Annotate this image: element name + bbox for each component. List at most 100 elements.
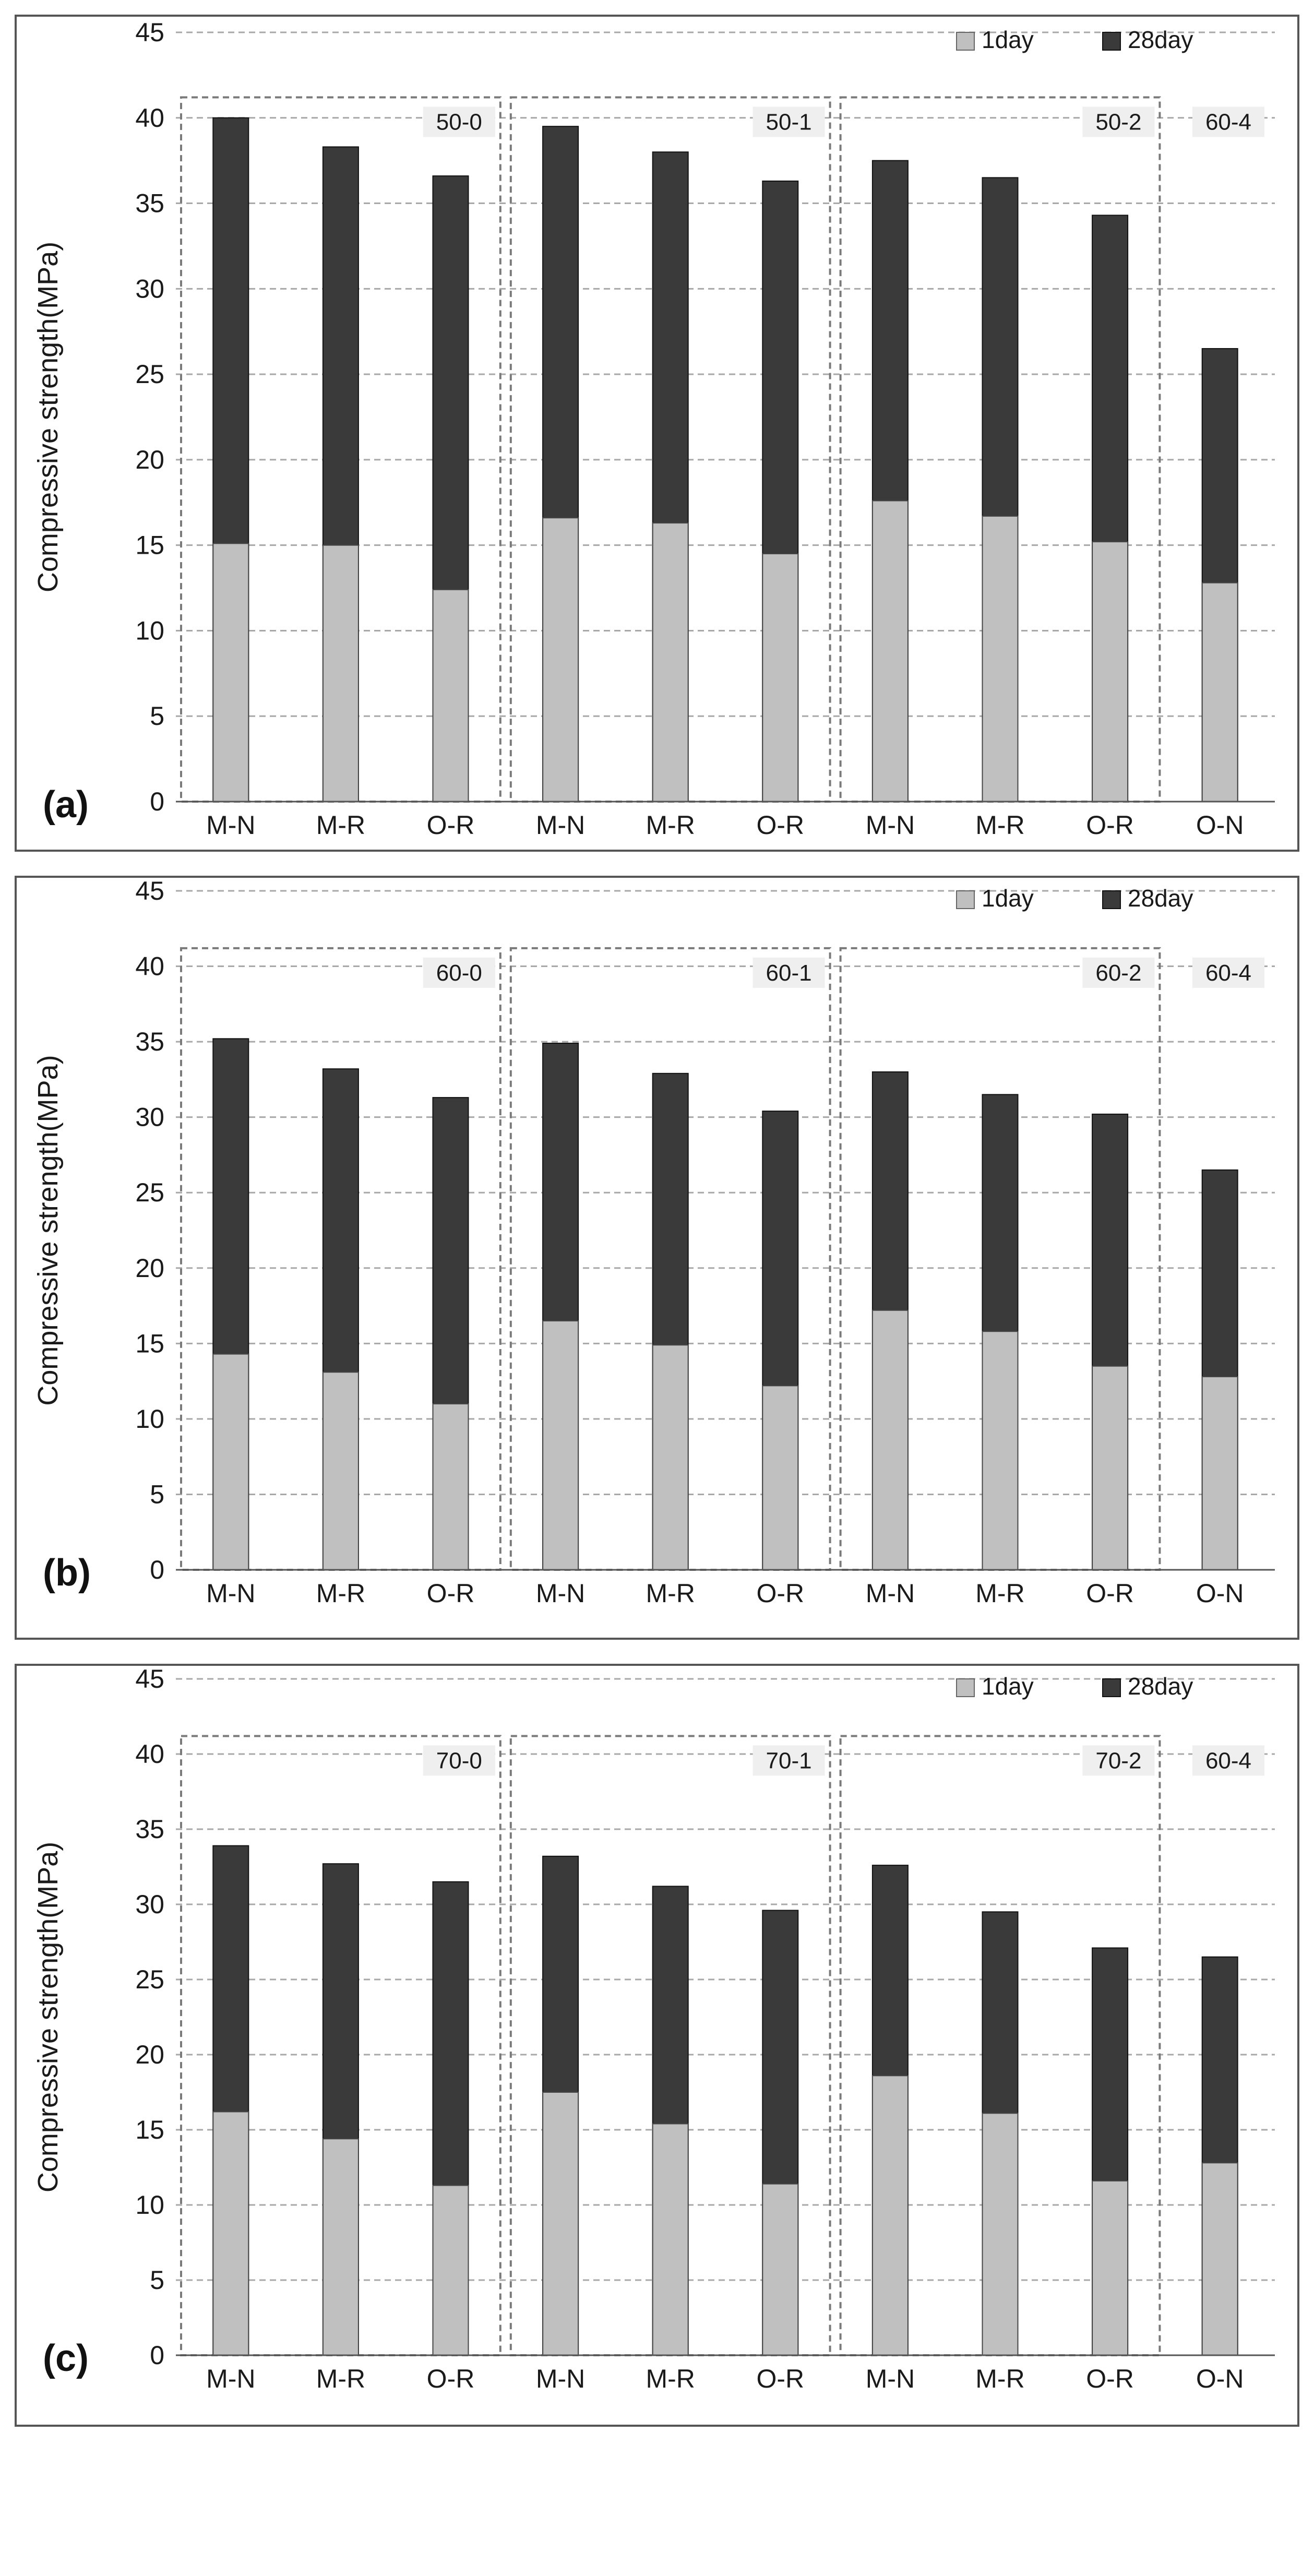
bar-1day (982, 515, 1019, 802)
x-tick-label: O-R (1086, 2364, 1134, 2393)
y-tick-label: 35 (135, 1027, 164, 1056)
x-tick-label: M-N (866, 2364, 915, 2393)
y-tick-label: 0 (150, 787, 164, 816)
x-tick-label: M-N (536, 1579, 585, 1608)
group-label: 60-4 (1205, 960, 1251, 986)
y-tick-label: 20 (135, 445, 164, 474)
y-axis-label: Compressive strength(MPa) (32, 1842, 64, 2192)
bar-1day (982, 2113, 1019, 2356)
bar-1day (871, 500, 909, 802)
y-tick-label: 25 (135, 360, 164, 389)
bar-1day (212, 543, 249, 802)
x-tick-label: M-R (975, 2364, 1024, 2393)
legend-label-1day: 1day (982, 26, 1034, 53)
y-tick-label: 25 (135, 1178, 164, 1207)
y-tick-label: 15 (135, 2115, 164, 2144)
x-tick-label: O-R (756, 810, 804, 840)
legend-label-1day: 1day (982, 1673, 1034, 1700)
legend-label-28day: 28day (1128, 26, 1193, 53)
y-tick-label: 20 (135, 2040, 164, 2069)
legend-swatch-28day (1102, 1678, 1121, 1697)
y-tick-label: 40 (135, 1739, 164, 1769)
legend-label-1day: 1day (982, 885, 1034, 912)
y-tick-label: 5 (150, 701, 164, 731)
x-tick-label: M-N (536, 810, 585, 840)
x-tick-label: O-R (756, 1579, 804, 1608)
y-tick-label: 35 (135, 1815, 164, 1844)
y-tick-label: 20 (135, 1254, 164, 1283)
y-tick-label: 30 (135, 1103, 164, 1132)
x-tick-label: M-N (206, 810, 255, 840)
x-tick-label: O-R (1086, 810, 1134, 840)
x-tick-label: O-N (1196, 810, 1244, 840)
legend: 1day 28day (956, 26, 1193, 53)
chart-panel-2: 0 5 10 15 20 25 30 35 40 45 Compressive strength(M… (15, 876, 1299, 1640)
y-tick-label: 30 (135, 274, 164, 303)
bar-1day (542, 1320, 579, 1570)
x-tick-label: O-R (427, 2364, 475, 2393)
y-tick-label: 0 (150, 1555, 164, 1584)
group-label: 50-0 (436, 109, 482, 135)
group-tag-bg (423, 1745, 495, 1776)
y-tick-label: 45 (135, 18, 164, 47)
group-label: 50-1 (766, 109, 812, 135)
x-tick-label: M-N (206, 1579, 255, 1608)
legend: 1day 28day (956, 1673, 1193, 1700)
x-tick-label: M-R (316, 810, 365, 840)
legend-swatch-28day (1102, 890, 1121, 909)
panel-label: (a) (43, 784, 89, 826)
y-tick-label: 45 (135, 1664, 164, 1694)
y-tick-label: 15 (135, 1329, 164, 1358)
group-label: 70-2 (1095, 1748, 1141, 1773)
group-label: 60-2 (1095, 960, 1141, 986)
y-tick-label: 40 (135, 103, 164, 133)
y-tick-label: 10 (135, 1404, 164, 1434)
group-tag-bg (752, 1745, 825, 1776)
y-tick-label: 15 (135, 531, 164, 560)
bar-1day (212, 1353, 249, 1570)
legend-swatch-1day (956, 1678, 975, 1697)
bar-1day (432, 589, 469, 802)
x-tick-label: M-R (316, 1579, 365, 1608)
legend-swatch-28day (1102, 32, 1121, 51)
bar-1day (322, 1372, 359, 1570)
group-tag-bg (1082, 106, 1155, 137)
y-axis-label: Compressive strength(MPa) (32, 242, 64, 592)
bar-1day (652, 1344, 689, 1570)
group-tag-bg (423, 957, 495, 988)
bar-1day (322, 544, 359, 802)
x-tick-label: M-R (975, 1579, 1024, 1608)
bar-1day (1092, 541, 1129, 803)
chart-panel-1: 0 5 10 15 20 25 30 35 40 45 Compressive strength(M… (15, 15, 1299, 852)
y-tick-label: 25 (135, 1965, 164, 1994)
panel-label: (b) (43, 1552, 91, 1594)
x-tick-label: O-N (1196, 1579, 1244, 1608)
legend-label-28day: 28day (1128, 885, 1193, 912)
bar-1day (322, 2138, 359, 2356)
y-tick-label: 45 (135, 876, 164, 905)
x-tick-label: M-N (866, 1579, 915, 1608)
y-tick-label: 5 (150, 1480, 164, 1509)
legend: 1day 28day (956, 885, 1193, 912)
bar-1day (652, 2123, 689, 2356)
x-tick-label: M-R (975, 810, 1024, 840)
bar-1day (1201, 1376, 1238, 1570)
group-tag-bg (1192, 1745, 1264, 1776)
y-tick-label: 40 (135, 952, 164, 981)
y-tick-label: 0 (150, 2341, 164, 2370)
x-tick-label: O-R (427, 810, 475, 840)
group-label: 60-1 (766, 960, 812, 986)
bar-1day (762, 1385, 799, 1570)
group-tag-bg (752, 106, 825, 137)
bar-1day (212, 2111, 249, 2356)
bar-1day (1092, 1365, 1129, 1570)
group-tag-bg (1082, 1745, 1155, 1776)
x-tick-label: M-R (646, 2364, 695, 2393)
bar-1day (1092, 2180, 1129, 2356)
legend-swatch-1day (956, 32, 975, 51)
bar-1day (432, 2185, 469, 2356)
bar-1day (982, 1331, 1019, 1570)
y-tick-label: 30 (135, 1890, 164, 1919)
y-tick-label: 10 (135, 616, 164, 645)
